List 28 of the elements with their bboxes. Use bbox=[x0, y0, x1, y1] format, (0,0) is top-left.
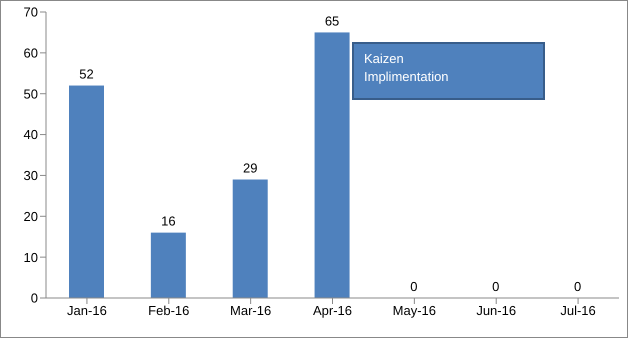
y-tick-label: 0 bbox=[30, 290, 38, 306]
y-tick-label: 20 bbox=[24, 208, 38, 224]
x-tick-label: May-16 bbox=[392, 303, 436, 318]
bar bbox=[314, 32, 350, 298]
data-label: 0 bbox=[492, 279, 500, 294]
data-label: 29 bbox=[242, 160, 258, 176]
x-tick-label: Mar-16 bbox=[230, 303, 272, 318]
x-tick-label: Jun-16 bbox=[476, 303, 516, 318]
x-tick-label: Jul-16 bbox=[560, 303, 596, 318]
y-tick-label: 70 bbox=[24, 4, 38, 20]
data-label: 0 bbox=[574, 279, 582, 294]
x-tick-label: Jan-16 bbox=[67, 303, 107, 318]
x-tick-label: Apr-16 bbox=[312, 303, 352, 318]
data-label: 16 bbox=[161, 214, 176, 229]
bar bbox=[150, 232, 186, 298]
y-tick-label: 50 bbox=[24, 86, 38, 102]
y-tick-label: 30 bbox=[24, 168, 38, 184]
data-label: 65 bbox=[324, 13, 340, 28]
bar bbox=[69, 86, 104, 298]
annotation: Kaizen Implimentation bbox=[364, 50, 450, 86]
data-label: 52 bbox=[79, 66, 94, 82]
data-label: 0 bbox=[410, 279, 418, 294]
text-box: Kaizen Implimentation bbox=[352, 42, 545, 100]
y-tick-label: 10 bbox=[24, 250, 38, 265]
bar bbox=[232, 180, 268, 298]
x-tick-label: Feb-16 bbox=[148, 303, 190, 318]
y-tick-label: 60 bbox=[24, 45, 38, 60]
y-tick-label: 40 bbox=[24, 127, 38, 142]
